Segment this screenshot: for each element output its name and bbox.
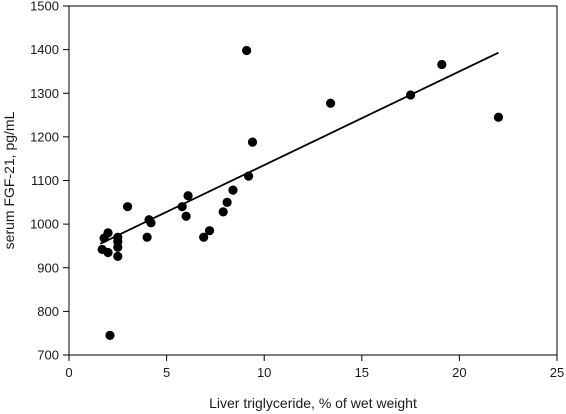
data-point [222, 197, 232, 207]
data-point [103, 247, 113, 258]
y-tick-label: 700 [37, 348, 59, 363]
y-tick-label: 1400 [30, 42, 59, 57]
data-point [199, 232, 209, 242]
data-point [218, 207, 228, 217]
data-point [204, 226, 215, 236]
plot-area [68, 5, 558, 356]
trend-line-group [99, 51, 499, 245]
data-point [493, 112, 504, 122]
x-axis: 0 5 10 15 20 25 [65, 355, 564, 380]
x-tick-label: 25 [550, 365, 564, 380]
data-points [97, 45, 504, 340]
data-point [247, 137, 258, 147]
y-tick-label: 900 [37, 260, 59, 275]
y-tick-label: 1000 [30, 217, 59, 232]
data-point [122, 202, 133, 212]
x-tick-label: 5 [163, 365, 170, 380]
x-axis-title: Liver triglyceride, % of wet weight [209, 395, 417, 411]
data-point [103, 228, 113, 238]
y-axis: 700 800 900 1000 1100 1200 1300 1400 1500 [30, 0, 69, 363]
data-point [113, 251, 123, 262]
data-point [177, 202, 187, 212]
x-tick-label: 10 [257, 365, 271, 380]
plot-frame [68, 5, 558, 356]
data-point [105, 330, 115, 340]
y-axis-title: serum FGF-21, pg/mL [1, 111, 17, 249]
x-tick-label: 20 [452, 365, 466, 380]
regression-line [99, 51, 499, 245]
y-tick-label: 1500 [30, 0, 59, 14]
y-tick-label: 1100 [31, 173, 59, 188]
data-point [113, 242, 123, 252]
y-tick-label: 800 [37, 304, 59, 319]
y-tick-label: 1200 [30, 129, 59, 144]
x-tick-label: 0 [65, 365, 72, 380]
data-point [228, 185, 238, 195]
y-tick-label: 1300 [30, 86, 59, 101]
data-point [142, 232, 152, 242]
data-point [325, 98, 336, 108]
x-tick-label: 15 [355, 365, 369, 380]
data-point [183, 191, 193, 201]
data-point [437, 59, 447, 70]
data-point [181, 211, 191, 221]
data-point [242, 45, 252, 56]
